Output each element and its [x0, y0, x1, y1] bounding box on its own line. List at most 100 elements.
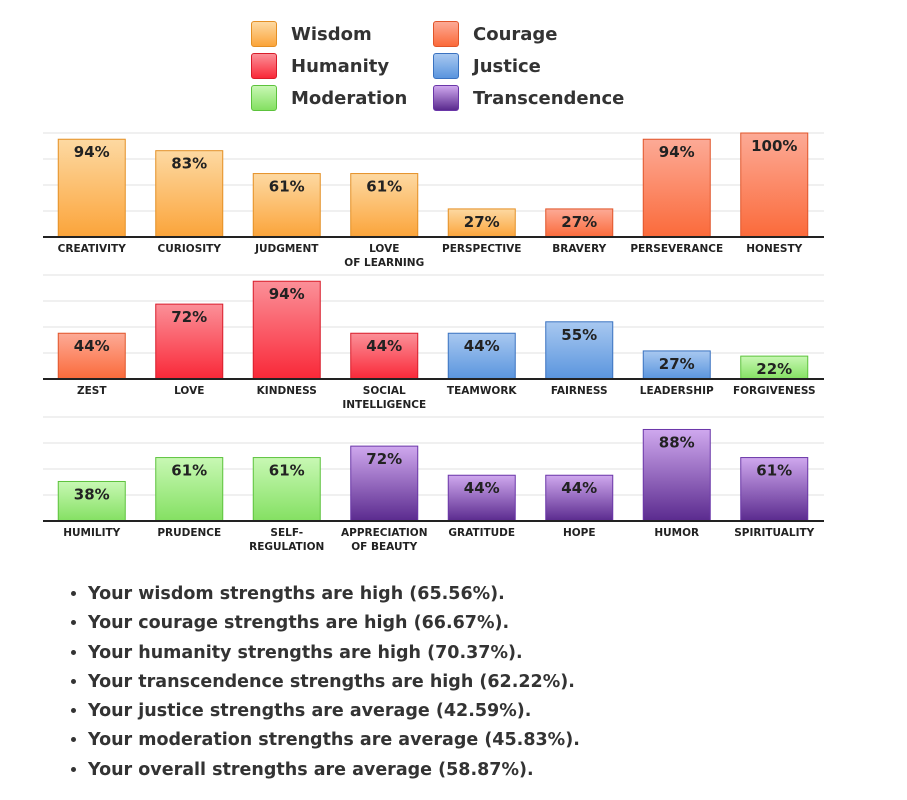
category-label-perseverance: PERSEVERANCE	[630, 243, 723, 255]
legend-swatch-wisdom	[251, 21, 277, 47]
data-label-bravery: 27%	[561, 213, 597, 231]
category-label-appreciation-ofbeauty: APPRECIATION	[341, 527, 427, 539]
category-label-bravery: BRAVERY	[552, 243, 606, 255]
strengths-summary-list: Your wisdom strengths are high (65.56%).…	[62, 580, 580, 785]
category-label-love-oflearning: OF LEARNING	[344, 257, 424, 269]
bar-spirituality	[740, 457, 809, 522]
data-label-gratitude: 44%	[464, 479, 500, 497]
summary-humanity: Your humanity strengths are high (70.37%…	[88, 639, 580, 668]
category-label-self-regulation: REGULATION	[249, 541, 324, 553]
category-label-zest: ZEST	[77, 385, 107, 397]
bar-love-oflearning	[350, 173, 419, 238]
category-label-social-intelligence: SOCIAL	[363, 385, 406, 397]
data-label-self-regulation: 61%	[269, 462, 305, 480]
category-label-creativity: CREATIVITY	[58, 243, 127, 255]
data-label-kindness: 94%	[269, 285, 305, 303]
bar-kindness	[252, 280, 321, 380]
bar-leadership	[642, 350, 711, 380]
category-label-kindness: KINDNESS	[257, 385, 317, 397]
bar-gratitude	[447, 474, 516, 522]
data-label-perseverance: 94%	[659, 143, 695, 161]
data-label-social-intelligence: 44%	[366, 337, 402, 355]
category-label-perspective: PERSPECTIVE	[442, 243, 521, 255]
data-label-leadership: 27%	[659, 355, 695, 373]
category-label-honesty: HONESTY	[746, 243, 802, 255]
data-label-humility: 38%	[74, 485, 110, 503]
summary-moderation: Your moderation strengths are average (4…	[88, 726, 580, 755]
category-label-forgiveness: FORGIVENESS	[733, 385, 816, 397]
data-label-hope: 44%	[561, 479, 597, 497]
strengths-bar-charts: 94% CREATIVITY 83% CURIOSITY 61% JUDGMENT 61% L…	[43, 132, 824, 553]
data-label-love: 72%	[171, 308, 207, 326]
data-label-humor: 88%	[659, 433, 695, 451]
data-label-love-oflearning: 61%	[366, 178, 402, 196]
legend-label-justice: Justice	[473, 55, 541, 77]
bar-curiosity	[155, 150, 224, 238]
legend-swatch-justice	[433, 53, 459, 79]
category-label-curiosity: CURIOSITY	[158, 243, 222, 255]
bar-prudence	[155, 457, 224, 522]
legend-item-justice: Justice	[433, 51, 541, 81]
legend-item-moderation: Moderation	[251, 83, 407, 113]
data-label-judgment: 61%	[269, 178, 305, 196]
legend-label-wisdom: Wisdom	[291, 23, 372, 45]
data-label-creativity: 94%	[74, 143, 110, 161]
category-label-love-oflearning: LOVE	[369, 243, 399, 255]
legend-swatch-moderation	[251, 85, 277, 111]
bar-chart-row-3: 38% HUMILITY 61% PRUDENCE 61% SELF- REGULATION…	[43, 416, 824, 553]
legend-label-moderation: Moderation	[291, 87, 408, 109]
summary-transcendence: Your transcendence strengths are high (6…	[88, 668, 580, 697]
category-label-judgment: JUDGMENT	[254, 243, 319, 255]
bar-fairness	[545, 321, 614, 380]
summary-overall: Your overall strengths are average (58.8…	[88, 756, 580, 785]
bar-love	[155, 303, 224, 380]
legend-item-humanity: Humanity	[251, 51, 389, 81]
bar-humility	[57, 480, 126, 522]
bar-teamwork	[447, 332, 516, 380]
legend-swatch-transcendence	[433, 85, 459, 111]
category-label-hope: HOPE	[563, 527, 596, 539]
bar-social-intelligence	[350, 332, 419, 380]
legend-swatch-courage	[433, 21, 459, 47]
category-label-humility: HUMILITY	[63, 527, 120, 539]
legend-item-wisdom: Wisdom	[251, 19, 372, 49]
bar-hope	[545, 474, 614, 522]
data-label-zest: 44%	[74, 337, 110, 355]
bar-self-regulation	[252, 457, 321, 522]
bar-judgment	[252, 173, 321, 238]
summary-courage: Your courage strengths are high (66.67%)…	[88, 609, 580, 638]
data-label-spirituality: 61%	[756, 462, 792, 480]
data-label-forgiveness: 22%	[756, 360, 792, 378]
bar-perspective	[447, 208, 516, 238]
category-label-self-regulation: SELF-	[270, 527, 303, 539]
bar-bravery	[545, 208, 614, 238]
category-label-teamwork: TEAMWORK	[447, 385, 518, 397]
category-label-prudence: PRUDENCE	[157, 527, 221, 539]
category-label-spirituality: SPIRITUALITY	[734, 527, 814, 539]
category-label-humor: HUMOR	[654, 527, 699, 539]
category-label-leadership: LEADERSHIP	[640, 385, 714, 397]
data-label-honesty: 100%	[751, 137, 797, 155]
legend-label-transcendence: Transcendence	[473, 87, 625, 109]
bar-zest	[57, 332, 126, 380]
bar-humor	[642, 428, 711, 522]
data-label-prudence: 61%	[171, 462, 207, 480]
bar-chart-row-2: 44% ZEST 72% LOVE 94% KINDNESS 44% SOCIAL INTELL…	[43, 274, 824, 411]
legend-swatch-humanity	[251, 53, 277, 79]
legend-item-courage: Courage	[433, 19, 558, 49]
data-label-teamwork: 44%	[464, 337, 500, 355]
legend-label-humanity: Humanity	[291, 55, 390, 77]
category-label-social-intelligence: INTELLIGENCE	[342, 399, 426, 411]
category-label-love: LOVE	[174, 385, 204, 397]
bar-appreciation-ofbeauty	[350, 445, 419, 522]
category-label-gratitude: GRATITUDE	[448, 527, 515, 539]
data-label-appreciation-ofbeauty: 72%	[366, 450, 402, 468]
bar-creativity	[57, 138, 126, 238]
bar-chart-row-1: 94% CREATIVITY 83% CURIOSITY 61% JUDGMENT 61% L…	[43, 132, 824, 269]
data-label-perspective: 27%	[464, 213, 500, 231]
legend-label-courage: Courage	[473, 23, 558, 45]
legend-item-transcendence: Transcendence	[433, 83, 624, 113]
data-label-curiosity: 83%	[171, 155, 207, 173]
data-label-fairness: 55%	[561, 326, 597, 344]
category-label-fairness: FAIRNESS	[551, 385, 608, 397]
